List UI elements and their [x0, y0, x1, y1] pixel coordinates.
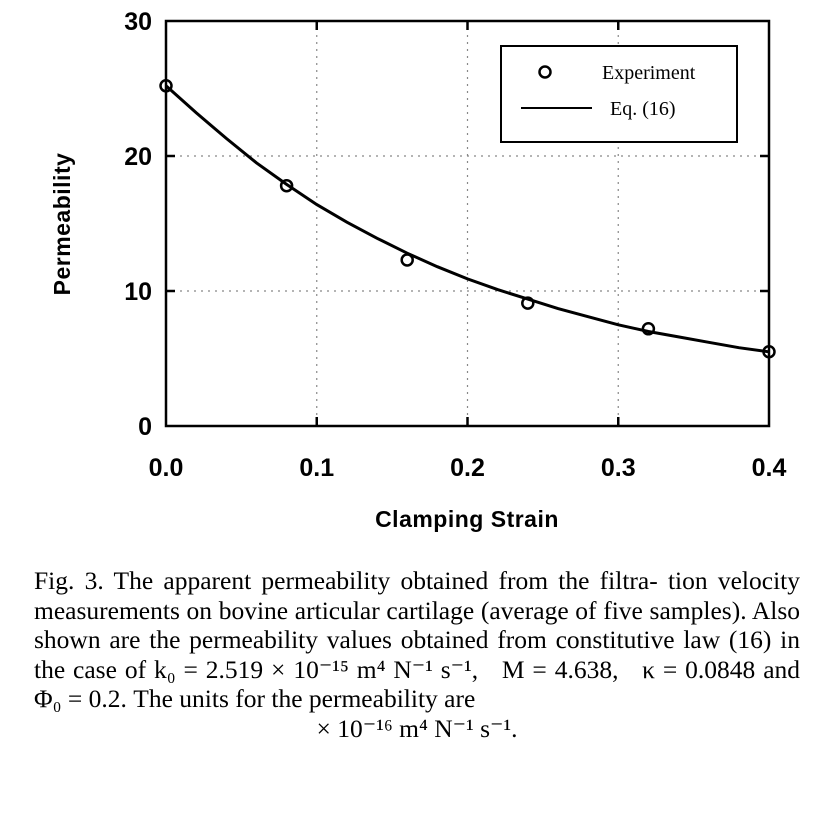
experiment-point: [762, 345, 776, 359]
figure-caption: Fig. 3. The apparent permeability obtain…: [34, 566, 800, 743]
eq16-curve: [165, 84, 770, 354]
x-tick-label: 0.4: [752, 454, 787, 482]
caption-line-1: Fig. 3. The apparent permeability obtain…: [34, 566, 658, 595]
legend-box: [500, 45, 738, 143]
caption-line-4: values obtained from constitutive law (1…: [34, 625, 801, 684]
caption-line-3: (average of five samples). Also shown ar…: [34, 595, 801, 655]
x-tick-label: 0.3: [601, 454, 636, 482]
experiment-point: [400, 253, 414, 267]
axis-ticks: [166, 21, 769, 426]
x-axis-label: Clamping Strain: [375, 506, 559, 532]
grid-lines: [166, 21, 769, 426]
caption-m-equation: M = 4.638,: [501, 654, 619, 684]
experiment-points: [159, 79, 776, 359]
legend-marker-circle: [538, 65, 552, 79]
x-tick-label: 0.1: [299, 454, 334, 482]
experiment-point: [279, 178, 294, 193]
tick-labels: 0.0 0.1 0.2 0.3 0.4 0 10 20 30: [124, 8, 786, 482]
y-tick-label: 0: [138, 413, 152, 441]
legend-label-experiment: Experiment: [602, 62, 696, 84]
y-tick-label: 30: [124, 8, 152, 36]
experiment-point: [641, 322, 656, 336]
caption-units: × 10⁻¹⁶ m⁴ N⁻¹ s⁻¹.: [316, 713, 518, 743]
y-tick-label: 20: [124, 143, 152, 171]
experiment-point: [521, 296, 535, 310]
caption-phi-line: and Φ₀ = 0.2. The units for the permeabi…: [34, 654, 801, 714]
x-tick-label: 0.2: [450, 454, 485, 482]
y-tick-label: 10: [124, 278, 152, 306]
x-tick-label: 0.0: [149, 454, 184, 482]
y-axis-label: Permeability: [49, 153, 75, 296]
legend: Experiment Eq. (16): [500, 45, 738, 143]
caption-line-2: tion velocity measurements on bovine art…: [34, 566, 801, 625]
legend-label-eq16: Eq. (16): [610, 98, 676, 120]
caption-k0-equation: of k₀ = 2.519 × 10⁻¹⁵ m⁴ N⁻¹ s⁻¹,: [124, 654, 479, 684]
permeability-chart: 0.0 0.1 0.2 0.3 0.4 0 10 20 30 Clamping Strain P…: [49, 8, 786, 532]
experiment-point: [159, 79, 173, 93]
caption-kappa-equation: κ = 0.0848: [642, 654, 756, 684]
